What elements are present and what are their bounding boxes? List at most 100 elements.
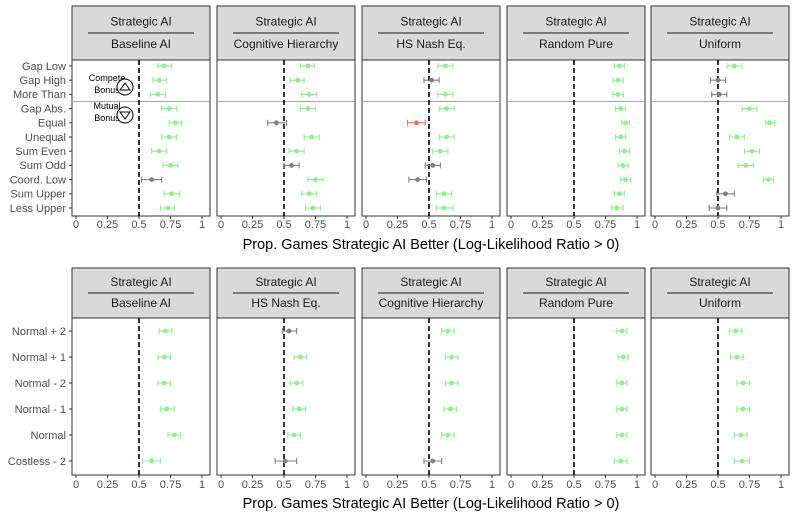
x-tick-label: 0 — [508, 479, 514, 491]
data-point — [156, 148, 162, 154]
x-tick-label: 0.75 — [739, 479, 760, 491]
y-tick-label: Normal - 1 — [15, 404, 66, 416]
facet-label-top: Strategic AI — [110, 14, 171, 28]
data-point — [282, 458, 288, 464]
data-point — [442, 63, 448, 69]
data-point — [449, 380, 455, 386]
x-tick-label: 0.75 — [450, 479, 471, 491]
x-tick-label: 0.75 — [595, 479, 616, 491]
x-tick-label: 0.75 — [160, 479, 181, 491]
data-point — [169, 191, 175, 197]
data-point — [294, 148, 299, 154]
y-tick-label: Sum Odd — [20, 160, 66, 172]
data-point — [296, 406, 302, 412]
x-tick-label: 0 — [218, 219, 224, 231]
x-tick-label: 0.5 — [276, 479, 291, 491]
panel-area — [650, 317, 790, 476]
data-point — [616, 63, 622, 69]
data-point — [749, 148, 755, 154]
panel-area — [506, 317, 646, 476]
data-point — [291, 432, 297, 438]
data-point — [715, 205, 721, 211]
data-point — [294, 380, 299, 386]
facet-label-top: Strategic AI — [255, 14, 316, 28]
x-tick-label: 0.25 — [242, 219, 263, 231]
y-tick-label: Sum Upper — [10, 189, 66, 201]
x-tick-label: 0.25 — [387, 219, 408, 231]
panel-2-2: Strategic AI HS Nash Eq. 0 0.25 0.5 0.75 1 — [216, 267, 356, 491]
y-tick-label: Normal + 2 — [12, 326, 66, 338]
data-point — [274, 120, 279, 126]
data-point — [738, 432, 744, 438]
x-tick-label: 1 — [778, 479, 784, 491]
data-point — [173, 120, 178, 126]
x-tick-label: 0.5 — [276, 219, 291, 231]
x-axis-title: Prop. Games Strategic AI Better (Log-Lik… — [243, 496, 620, 512]
x-tick-label: 0.75 — [160, 219, 181, 231]
x-tick-label: 0 — [652, 479, 658, 491]
data-point — [441, 205, 447, 211]
data-point — [734, 354, 740, 360]
data-point — [739, 458, 745, 464]
data-point — [415, 177, 421, 183]
facet-label-top: Strategic AI — [110, 275, 171, 289]
data-point — [445, 328, 451, 334]
data-point — [618, 458, 624, 464]
data-point — [723, 191, 728, 197]
data-point — [618, 134, 624, 140]
data-point — [149, 458, 155, 464]
x-tick-label: 0.5 — [566, 479, 581, 491]
data-point — [448, 406, 453, 412]
data-point — [767, 120, 773, 126]
data-point — [430, 163, 436, 168]
data-point — [166, 134, 172, 140]
data-point — [149, 177, 155, 183]
data-point — [616, 191, 622, 197]
data-point — [289, 163, 294, 168]
data-point — [620, 163, 626, 168]
data-point — [161, 380, 167, 386]
y-tick-label: Normal — [31, 430, 66, 442]
x-tick-label: 0.75 — [305, 219, 326, 231]
data-point — [623, 177, 629, 183]
panel-1-4: Strategic AI Random Pure 0 0.25 0.5 0.75 1 — [506, 5, 646, 231]
panel-area — [216, 317, 356, 476]
bonus-annotation: Mutual Bonus — [75, 101, 137, 127]
x-tick-label: 0 — [73, 219, 79, 231]
x-tick-label: 0.25 — [97, 219, 118, 231]
data-point — [286, 328, 292, 334]
annotation-label: Mutual — [93, 101, 120, 111]
y-tick-label: Normal - 2 — [15, 378, 66, 390]
x-tick-label: 0.25 — [387, 479, 408, 491]
data-point — [164, 406, 170, 412]
data-point — [734, 134, 740, 140]
facet-label-bottom: Cognitive Hierarchy — [234, 37, 339, 51]
x-tick-label: 0.5 — [421, 219, 436, 231]
data-point — [449, 354, 455, 360]
x-tick-label: 0.75 — [305, 479, 326, 491]
data-point — [619, 432, 625, 438]
data-point — [163, 328, 168, 334]
data-point — [313, 177, 318, 183]
facet-label-bottom: Baseline AI — [111, 296, 171, 310]
triangle-down-icon-frame — [116, 106, 134, 124]
panel-2-5: Strategic AI Uniform 0 0.25 0.5 0.75 1 — [650, 267, 790, 491]
facet-label-bottom: Uniform — [699, 37, 741, 51]
data-point — [623, 120, 629, 126]
data-point — [414, 120, 419, 126]
data-point — [747, 106, 752, 111]
x-tick-label: 0.5 — [131, 479, 146, 491]
data-point — [740, 406, 746, 412]
x-tick-label: 0 — [508, 219, 514, 231]
x-axis-title: Prop. Games Strategic AI Better (Log-Lik… — [243, 237, 620, 253]
data-point — [156, 77, 162, 83]
data-point — [731, 63, 737, 69]
y-tick-label: Less Upper — [10, 203, 67, 215]
data-point — [165, 205, 171, 211]
x-tick-label: 0 — [363, 479, 369, 491]
data-point — [305, 106, 311, 111]
data-point — [716, 92, 722, 97]
panel-2-4: Strategic AI Random Pure 0 0.25 0.5 0.75 1 — [506, 267, 646, 491]
bonus-annotation: Compete Bonus — [75, 73, 137, 99]
x-tick-label: 0.25 — [97, 479, 118, 491]
